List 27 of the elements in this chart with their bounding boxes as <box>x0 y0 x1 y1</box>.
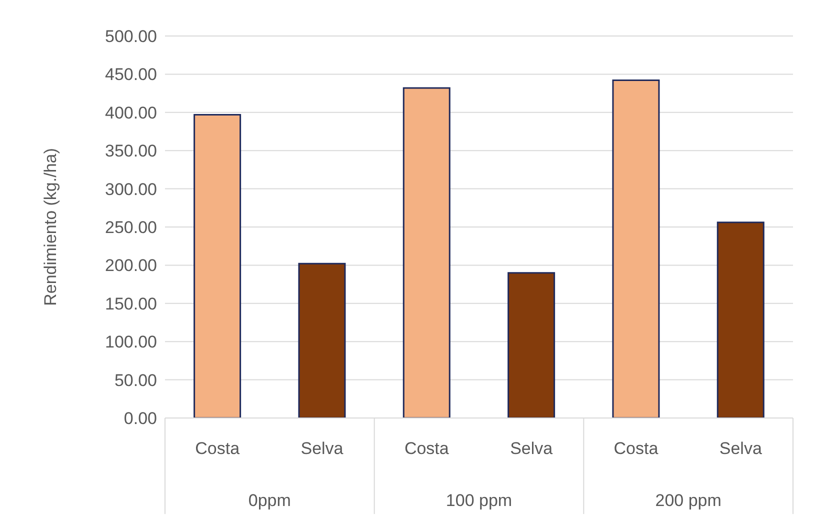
x-tick-label: Selva <box>300 439 344 458</box>
bar <box>298 262 346 418</box>
y-tick-label: 250.00 <box>105 218 157 238</box>
text: 100 ppm <box>446 491 512 510</box>
y-tick-label: 150.00 <box>105 294 157 314</box>
y-tick-label: 500.00 <box>105 27 157 46</box>
y-tick-label: 350.00 <box>105 142 157 161</box>
text: 200 ppm <box>655 491 722 510</box>
text: 0ppm <box>248 491 291 510</box>
bar <box>612 80 660 418</box>
y-tick-label: 450.00 <box>105 65 157 84</box>
x-tick-label: Costa <box>404 439 450 458</box>
y-tick-label: 200.00 <box>105 256 157 276</box>
y-tick-label: 0.00 <box>124 409 157 428</box>
bar <box>508 272 556 418</box>
y-tick-label: 400.00 <box>105 103 157 122</box>
x-tick-label: Costa <box>195 439 240 458</box>
y-tick-label: 100.00 <box>105 332 157 352</box>
x-tick-label: Costa <box>614 439 659 458</box>
y-tick-label: 50.00 <box>114 370 157 390</box>
bar <box>402 87 450 418</box>
bar <box>716 222 764 418</box>
y-axis-title: Rendimiento (kg./ha) <box>41 148 60 306</box>
bar <box>194 114 242 418</box>
x-tick-label: Selva <box>719 439 762 458</box>
y-tick-label: 300.00 <box>105 180 157 199</box>
x-tick-label: Selva <box>510 439 554 458</box>
